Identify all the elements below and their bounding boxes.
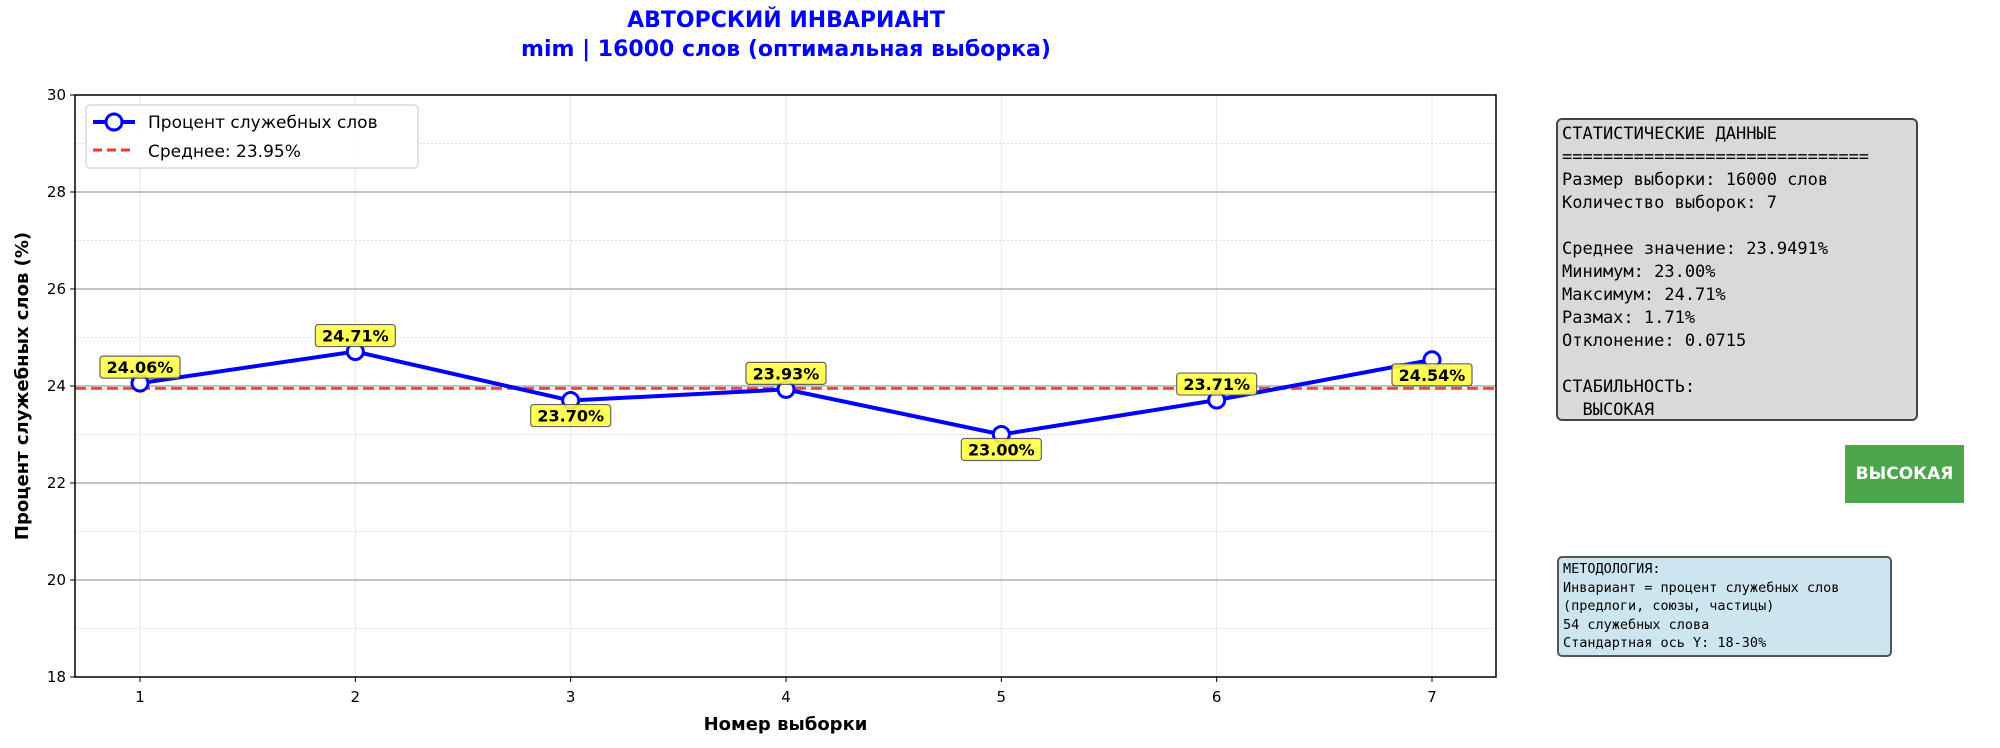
y-tick-label: 18 — [47, 668, 66, 686]
data-label-box — [960, 437, 1042, 462]
data-label: 24.06% — [107, 358, 174, 377]
data-label-box — [314, 323, 396, 348]
x-tick-label: 6 — [1212, 688, 1222, 706]
data-label: 23.70% — [537, 407, 604, 426]
data-label-box — [1176, 372, 1258, 396]
legend-mean-label: Среднее: 23.95% — [148, 142, 301, 162]
y-tick-label: 28 — [47, 183, 66, 201]
x-tick-label: 3 — [566, 688, 576, 706]
x-axis-label: Номер выборки — [704, 714, 868, 735]
y-tick-label: 26 — [47, 280, 66, 298]
stats-box: СТАТИСТИЧЕСКИЕ ДАННЫЕ ==================… — [1556, 118, 1918, 421]
data-label: 23.93% — [753, 364, 820, 383]
data-label: 24.54% — [1399, 366, 1466, 385]
legend-box — [85, 104, 419, 169]
y-tick-label: 20 — [47, 571, 66, 589]
data-label-box — [530, 403, 612, 428]
y-tick-label: 24 — [47, 377, 66, 395]
methodology-box: МЕТОДОЛОГИЯ: Инвариант = процент служебн… — [1557, 556, 1892, 657]
stability-badge: ВЫСОКАЯ — [1845, 445, 1964, 503]
data-label: 23.71% — [1183, 375, 1250, 394]
y-tick-label: 22 — [47, 474, 66, 492]
legend-series-marker — [104, 112, 124, 132]
x-tick-label: 7 — [1427, 688, 1437, 706]
legend — [85, 104, 419, 169]
x-tick-label: 1 — [135, 688, 145, 706]
legend-series-label: Процент служебных слов — [148, 113, 378, 133]
data-label: 23.00% — [968, 441, 1035, 460]
chart-title: АВТОРСКИЙ ИНВАРИАНТ — [627, 8, 945, 33]
x-tick-label: 4 — [781, 688, 791, 706]
data-label: 24.71% — [322, 327, 389, 346]
data-label-box — [1391, 363, 1473, 387]
x-tick-label: 2 — [351, 688, 361, 706]
data-label-box — [745, 361, 827, 385]
y-axis-label: Процент служебных слов (%) — [12, 232, 33, 540]
plot-frame — [74, 94, 1497, 678]
x-tick-label: 5 — [997, 688, 1007, 706]
y-tick-label: 30 — [47, 86, 66, 104]
chart-subtitle: mim | 16000 слов (оптимальная выборка) — [521, 37, 1051, 62]
data-label-box — [99, 355, 181, 379]
